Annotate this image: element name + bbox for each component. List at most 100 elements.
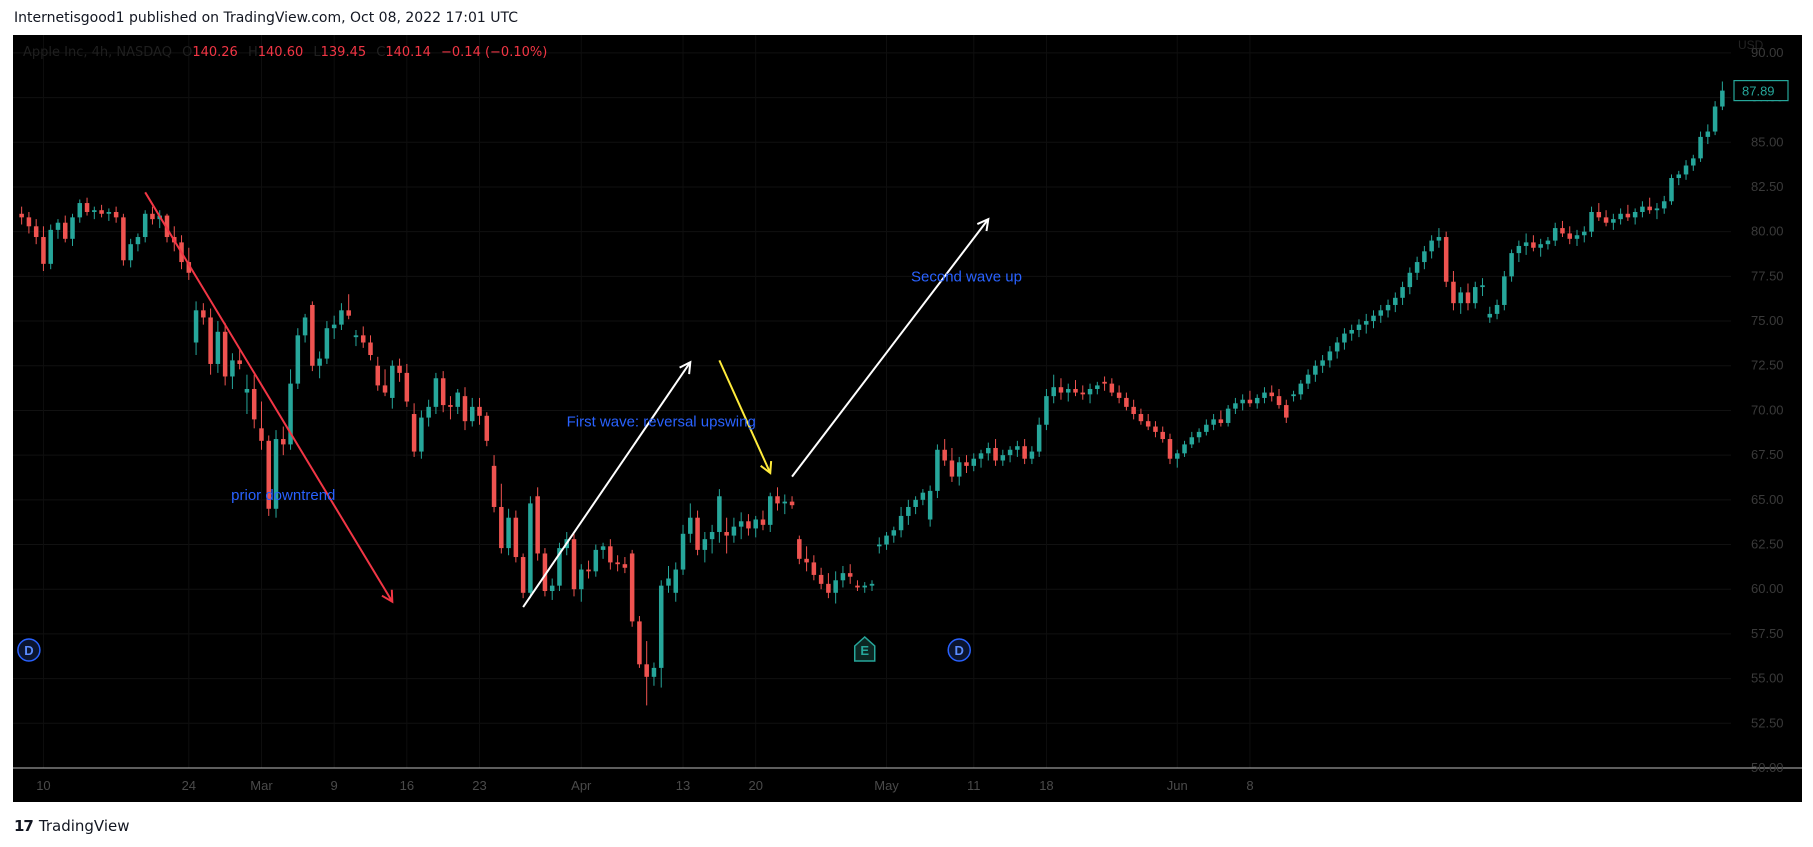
candle-body bbox=[637, 621, 642, 665]
candlestick-chart[interactable]: prior downtrend First wave: reversal upsw… bbox=[13, 35, 1802, 802]
candle-body bbox=[1015, 446, 1020, 450]
candle-body bbox=[528, 503, 533, 593]
candle-body bbox=[1625, 213, 1631, 218]
candle-body bbox=[499, 506, 504, 549]
candle bbox=[346, 294, 351, 320]
time-axis[interactable]: 10 24 Mar 9 16 23 Apr 13 20 May 11 18 Jun 8 bbox=[36, 778, 1253, 793]
candle-body bbox=[680, 533, 686, 570]
candle-body bbox=[1065, 388, 1071, 393]
candle-body bbox=[1691, 158, 1696, 166]
candle-body bbox=[19, 213, 24, 218]
candle-body bbox=[826, 583, 831, 593]
candle bbox=[1095, 381, 1100, 395]
candle-body bbox=[1029, 451, 1035, 459]
candle-body bbox=[1138, 414, 1144, 422]
price-axis[interactable]: USD 90.0087.5085.0082.5080.0077.5075.007… bbox=[1738, 38, 1784, 775]
candle bbox=[1582, 226, 1587, 243]
candle-body bbox=[33, 226, 39, 238]
candle bbox=[360, 326, 366, 348]
candle-body bbox=[324, 328, 330, 359]
y-tick-label: 50.00 bbox=[1751, 760, 1784, 775]
candle-body bbox=[1596, 211, 1602, 218]
candle bbox=[426, 399, 431, 427]
candle bbox=[266, 435, 272, 516]
candle bbox=[1211, 414, 1216, 431]
candle-body bbox=[811, 562, 817, 575]
candle-body bbox=[586, 569, 591, 572]
candle bbox=[317, 351, 322, 379]
candle bbox=[390, 360, 395, 409]
candle-body bbox=[295, 335, 301, 384]
candle-body bbox=[41, 237, 46, 264]
candle-body bbox=[833, 580, 838, 593]
candle-body bbox=[1000, 455, 1006, 461]
candle-body bbox=[1356, 324, 1362, 330]
candle-body bbox=[106, 211, 112, 214]
x-tick-label: 8 bbox=[1246, 778, 1253, 793]
candle bbox=[1284, 399, 1289, 423]
candle bbox=[1393, 292, 1398, 313]
candle bbox=[637, 616, 642, 668]
candle-body bbox=[1218, 419, 1224, 423]
candle bbox=[484, 412, 490, 447]
candle bbox=[1109, 378, 1115, 397]
candle bbox=[535, 487, 540, 561]
candle bbox=[106, 208, 112, 221]
candle-body bbox=[1531, 242, 1536, 248]
candle bbox=[651, 662, 657, 686]
candle-body bbox=[1494, 304, 1500, 314]
published-line: Internetisgood1 published on TradingView… bbox=[14, 10, 519, 26]
chart-area[interactable]: prior downtrend First wave: reversal upsw… bbox=[13, 35, 1802, 802]
candle-body bbox=[1422, 251, 1427, 263]
x-tick-label: 16 bbox=[400, 778, 414, 793]
candle bbox=[128, 238, 133, 268]
candle-body bbox=[1545, 240, 1551, 245]
candle-body bbox=[1247, 399, 1253, 404]
candle-body bbox=[237, 360, 242, 364]
candle bbox=[310, 301, 315, 372]
candle bbox=[869, 580, 875, 592]
arrow-shaft bbox=[144, 191, 394, 603]
candle bbox=[1436, 228, 1442, 248]
candle bbox=[1720, 81, 1725, 111]
candle bbox=[1422, 245, 1427, 270]
candle bbox=[1124, 392, 1129, 411]
candle bbox=[150, 206, 155, 225]
candle-body bbox=[1349, 329, 1354, 334]
annotation-text: First wave: reversal upswing bbox=[567, 414, 756, 431]
y-tick-label: 70.00 bbox=[1751, 402, 1784, 417]
open-value: 140.26 bbox=[192, 45, 238, 60]
candle bbox=[448, 396, 453, 420]
candle-body bbox=[1080, 392, 1086, 395]
candle bbox=[927, 485, 933, 527]
candle bbox=[1291, 390, 1296, 402]
marker-shape bbox=[853, 635, 876, 662]
candle-body bbox=[1327, 351, 1333, 361]
candle bbox=[1538, 238, 1543, 257]
marker-shape bbox=[947, 638, 971, 662]
arrow-shaft bbox=[791, 218, 990, 478]
candle-body bbox=[1153, 426, 1158, 432]
candle bbox=[1247, 390, 1253, 407]
candle bbox=[84, 197, 90, 216]
candle bbox=[1363, 313, 1369, 334]
candle bbox=[731, 517, 737, 543]
candle bbox=[1153, 421, 1158, 438]
candle-body bbox=[1582, 231, 1587, 236]
candle bbox=[1552, 222, 1558, 246]
candle-body bbox=[1124, 397, 1129, 407]
x-tick-label: 20 bbox=[748, 778, 762, 793]
candle-body bbox=[869, 583, 875, 586]
candle-body bbox=[1160, 431, 1165, 440]
candle bbox=[513, 510, 519, 563]
candle-body bbox=[230, 360, 235, 377]
candle-body bbox=[782, 501, 788, 504]
candle-body bbox=[1720, 90, 1725, 107]
candle-body bbox=[535, 496, 540, 554]
candle bbox=[847, 564, 853, 584]
candle bbox=[1058, 378, 1064, 400]
footer-brand[interactable]: 17 TradingView bbox=[14, 817, 130, 835]
candle-body bbox=[949, 460, 955, 477]
candle bbox=[1560, 220, 1565, 238]
